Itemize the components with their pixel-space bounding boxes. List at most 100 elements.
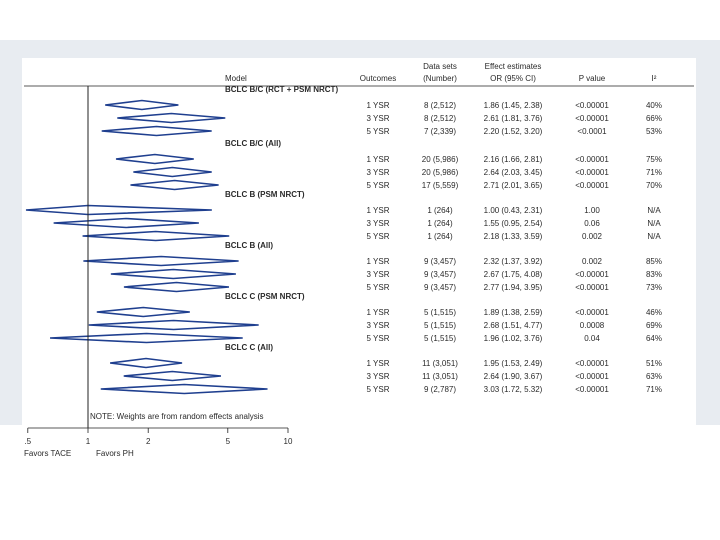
effect-estimate: 1.86 (1.45, 2.38) xyxy=(484,101,543,110)
effect-estimate: 2.71 (2.01, 3.65) xyxy=(484,181,543,190)
effect-diamond xyxy=(130,179,219,191)
effect-estimate: 1.89 (1.38, 2.59) xyxy=(484,308,543,317)
p-value: <0.00001 xyxy=(575,385,609,394)
i2-value: 75% xyxy=(646,155,662,164)
outcome-label: 5 YSR xyxy=(367,232,390,241)
i2-value: 70% xyxy=(646,181,662,190)
effect-estimate: 1.96 (1.02, 3.76) xyxy=(484,334,543,343)
x-tick-label: 1 xyxy=(86,437,91,446)
group-heading: BCLC B/C (All) xyxy=(225,139,281,148)
effect-diamond xyxy=(100,383,268,395)
i2-value: 66% xyxy=(646,114,662,123)
outcome-label: 5 YSR xyxy=(367,283,390,292)
p-value: 0.0008 xyxy=(580,321,605,330)
outcome-label: 1 YSR xyxy=(367,257,390,266)
datasets-value: 5 (1,515) xyxy=(424,321,456,330)
x-tick-label: 5 xyxy=(226,437,231,446)
outcome-label: 1 YSR xyxy=(367,206,390,215)
p-value: <0.00001 xyxy=(575,155,609,164)
weights-note: NOTE: Weights are from random effects an… xyxy=(90,412,264,421)
i2-value: 63% xyxy=(646,372,662,381)
datasets-value: 11 (3,051) xyxy=(422,372,458,381)
effect-estimate: 2.16 (1.66, 2.81) xyxy=(484,155,543,164)
p-value: <0.00001 xyxy=(575,270,609,279)
group-heading: BCLC C (PSM NRCT) xyxy=(225,292,305,301)
outcome-label: 1 YSR xyxy=(367,155,390,164)
datasets-value: 1 (264) xyxy=(427,232,453,241)
favors-left-label: Favors TACE xyxy=(24,449,71,458)
group-heading: BCLC C (All) xyxy=(225,343,273,352)
forest-rows: BCLC B/C (RCT + PSM NRCT) 1 YSR 8 (2,512) 1… xyxy=(25,85,662,395)
effect-estimate: 2.77 (1.94, 3.95) xyxy=(484,283,543,292)
header-datasets-line1: Data sets xyxy=(423,62,457,71)
header-pvalue: P value xyxy=(579,74,606,83)
effect-estimate: 1.95 (1.53, 2.49) xyxy=(484,359,543,368)
outcome-label: 3 YSR xyxy=(367,372,390,381)
p-value: <0.00001 xyxy=(575,372,609,381)
effect-diamond xyxy=(101,125,212,137)
x-tick-label: 10 xyxy=(284,437,293,446)
datasets-value: 1 (264) xyxy=(427,206,453,215)
header-i2: I² xyxy=(652,74,657,83)
p-value: <0.00001 xyxy=(575,101,609,110)
outcome-label: 1 YSR xyxy=(367,359,390,368)
datasets-value: 5 (1,515) xyxy=(424,334,456,343)
i2-value: N/A xyxy=(647,206,661,215)
effect-diamond xyxy=(96,306,190,318)
effect-estimate: 3.03 (1.72, 5.32) xyxy=(484,385,543,394)
effect-diamond xyxy=(83,255,239,267)
p-value: 1.00 xyxy=(584,206,600,215)
datasets-value: 20 (5,986) xyxy=(422,168,459,177)
header-model: Model xyxy=(225,74,247,83)
effect-diamond xyxy=(82,230,230,242)
effect-diamond xyxy=(50,332,243,344)
x-axis: .5 1 2 5 10 xyxy=(24,86,293,446)
effect-diamond xyxy=(115,153,194,165)
effect-diamond xyxy=(105,99,179,111)
group-heading: BCLC B/C (RCT + PSM NRCT) xyxy=(225,85,338,94)
effect-estimate: 2.67 (1.75, 4.08) xyxy=(484,270,543,279)
i2-value: 40% xyxy=(646,101,662,110)
datasets-value: 20 (5,986) xyxy=(422,155,459,164)
datasets-value: 7 (2,339) xyxy=(424,127,456,136)
effect-diamond xyxy=(123,370,222,382)
p-value: <0.00001 xyxy=(575,114,609,123)
p-value: 0.002 xyxy=(582,257,603,266)
favors-right-label: Favors PH xyxy=(96,449,134,458)
i2-value: 46% xyxy=(646,308,662,317)
i2-value: N/A xyxy=(647,232,661,241)
effect-diamond xyxy=(117,112,226,124)
effect-diamond xyxy=(88,319,259,331)
i2-value: N/A xyxy=(647,219,661,228)
outcome-label: 3 YSR xyxy=(367,114,390,123)
effect-estimate: 2.18 (1.33, 3.59) xyxy=(484,232,543,241)
effect-estimate: 2.32 (1.37, 3.92) xyxy=(484,257,543,266)
i2-value: 51% xyxy=(646,359,662,368)
header-effect-line2: OR (95% CI) xyxy=(490,74,536,83)
group-heading: BCLC B (PSM NRCT) xyxy=(225,190,305,199)
datasets-value: 11 (3,051) xyxy=(422,359,458,368)
effect-estimate: 2.61 (1.81, 3.76) xyxy=(484,114,543,123)
outcome-label: 1 YSR xyxy=(367,101,390,110)
datasets-value: 17 (5,559) xyxy=(422,181,459,190)
x-tick-label: .5 xyxy=(24,437,31,446)
outcome-label: 3 YSR xyxy=(367,270,390,279)
i2-value: 85% xyxy=(646,257,662,266)
p-value: <0.00001 xyxy=(575,283,609,292)
outcome-label: 3 YSR xyxy=(367,321,390,330)
p-value: 0.04 xyxy=(584,334,600,343)
outcome-label: 3 YSR xyxy=(367,168,390,177)
effect-estimate: 2.20 (1.52, 3.20) xyxy=(484,127,543,136)
p-value: <0.00001 xyxy=(575,181,609,190)
p-value: 0.06 xyxy=(584,219,600,228)
effect-estimate: 2.64 (2.03, 3.45) xyxy=(484,168,543,177)
i2-value: 73% xyxy=(646,283,662,292)
effect-estimate: 1.00 (0.43, 2.31) xyxy=(484,206,543,215)
effect-estimate: 2.68 (1.51, 4.77) xyxy=(484,321,543,330)
x-tick-label: 2 xyxy=(146,437,151,446)
datasets-value: 9 (2,787) xyxy=(424,385,456,394)
outcome-label: 5 YSR xyxy=(367,385,390,394)
header-effect-line1: Effect estimates xyxy=(485,62,542,71)
outcome-label: 3 YSR xyxy=(367,219,390,228)
